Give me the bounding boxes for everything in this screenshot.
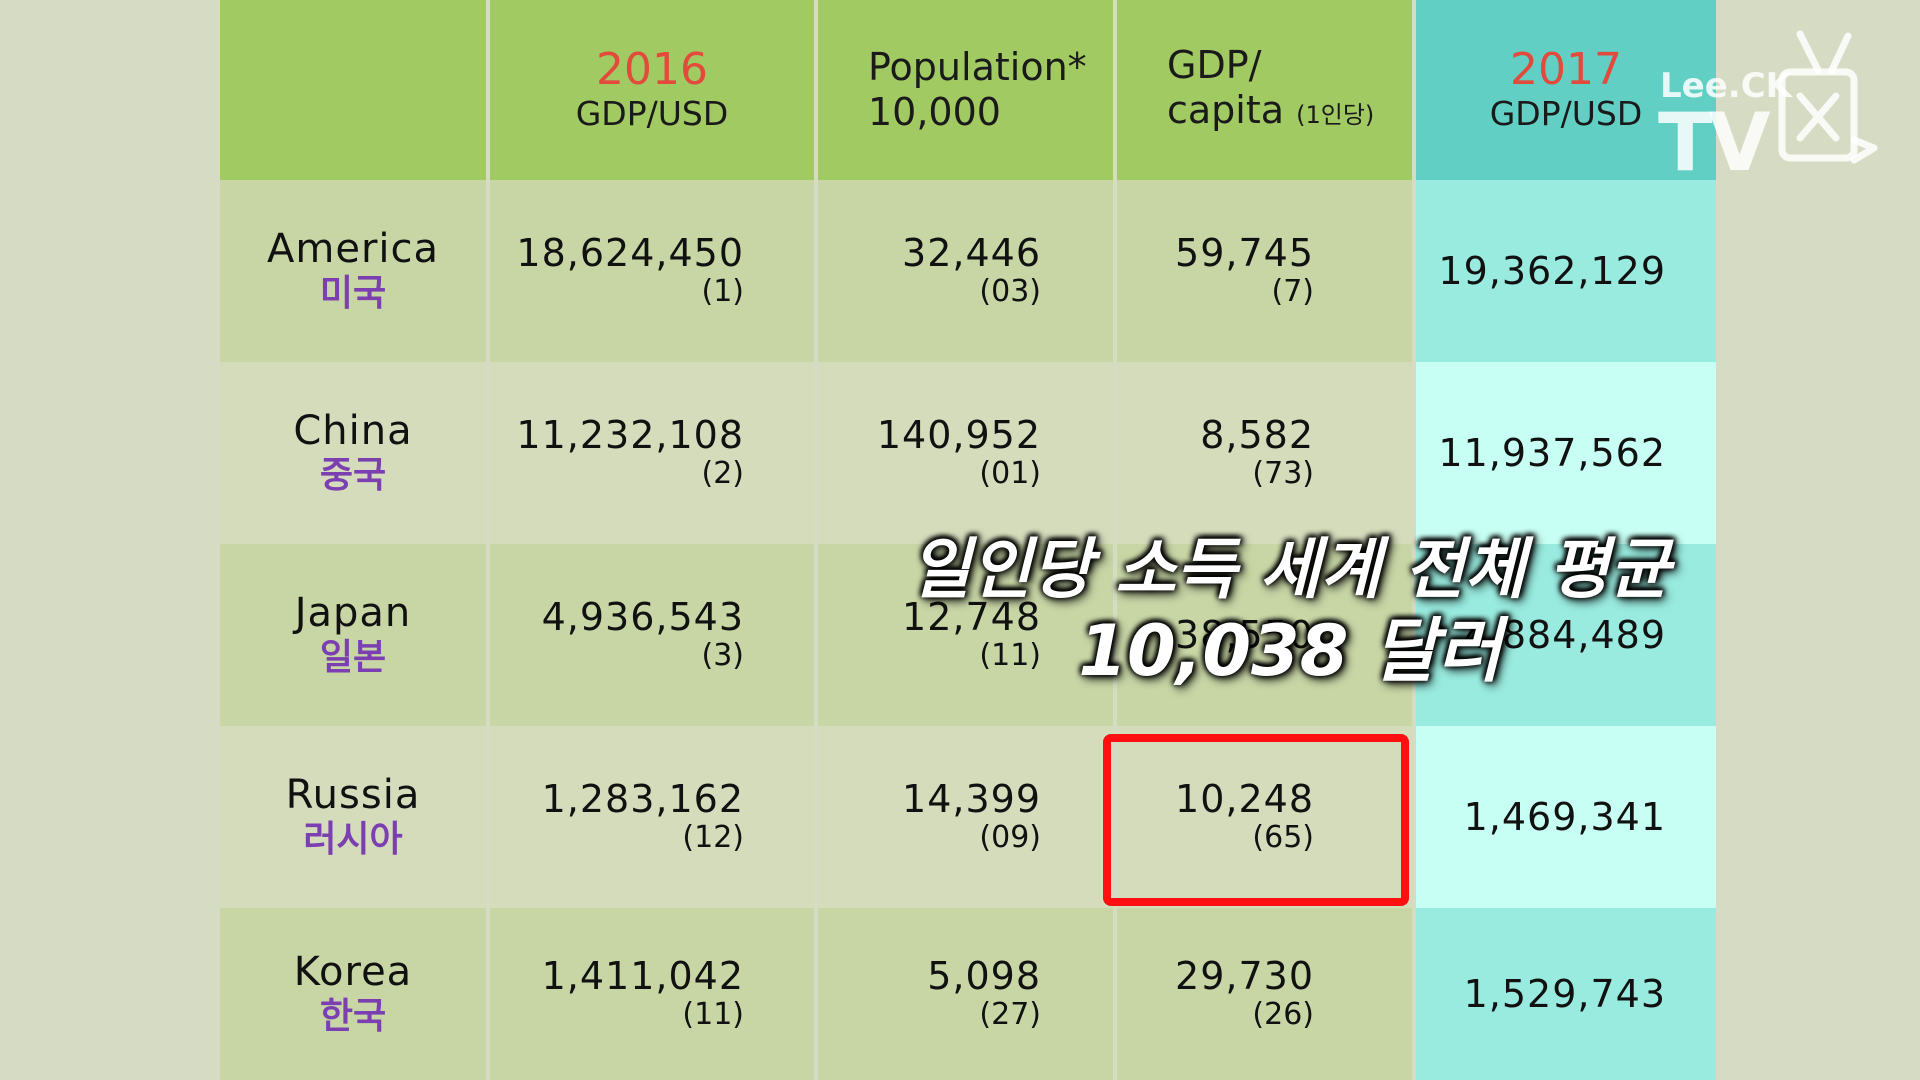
gdp-2016-rank: (3) [701, 638, 745, 673]
gdp-2016-cell: 1,411,042 (11) [490, 908, 814, 1080]
header-gdp-capita: GDP/ capita (1인당) [1117, 0, 1412, 180]
gdp-2017-value: 1,469,341 [1463, 795, 1666, 839]
gdp-capita-cell: 38,550 [1117, 544, 1412, 726]
logo-brand-text: Lee.CK [1660, 66, 1792, 106]
gdp-2016-value: 18,624,450 [516, 231, 744, 275]
gdp-2016-rank: (12) [682, 820, 744, 855]
gdp-2017-value: 11,937,562 [1438, 431, 1666, 475]
caption-line-1: 일인당 소득 세계 전체 평균 [910, 531, 1670, 608]
gdp-capita-cell: 59,745 (7) [1117, 180, 1412, 362]
gdp-capita-cell: 29,730 (26) [1117, 908, 1412, 1080]
gdp-capita-rank: (73) [1252, 456, 1314, 491]
gdp-2016-cell: 4,936,543 (3) [490, 544, 814, 726]
gdp-2017-cell: 1,469,341 [1416, 726, 1716, 908]
gdp-2016-value: 11,232,108 [516, 413, 744, 457]
gdp-capita-cell: 8,582 (73) [1117, 362, 1412, 544]
gdp-2016-rank: (11) [682, 997, 744, 1032]
country-name-ko: 일본 [319, 637, 387, 678]
header-year-2017: 2017 [1510, 44, 1622, 95]
header-population-label: Population* [868, 45, 1087, 89]
population-cell: 5,098 (27) [818, 908, 1113, 1080]
table-row-name: Korea 한국 [220, 908, 486, 1080]
population-rank: (09) [979, 820, 1041, 855]
header-empty [220, 0, 486, 180]
population-cell: 14,399 (09) [818, 726, 1113, 908]
population-value: 140,952 [876, 413, 1041, 457]
table-row-name: China 중국 [220, 362, 486, 544]
header-gdp-capita-line2: capita (1인당) [1117, 88, 1412, 138]
population-value: 14,399 [902, 777, 1041, 821]
header-capita-text: capita [1167, 87, 1285, 132]
population-value: 5,098 [927, 954, 1041, 998]
table-row-name: Russia 러시아 [220, 726, 486, 908]
gdp-2017-cell: 4,884,489 [1416, 544, 1716, 726]
population-cell: 12,748 (11) [818, 544, 1113, 726]
gdp-2017-cell: 1,529,743 [1416, 908, 1716, 1080]
russia-capita-highlight-box [1103, 734, 1409, 906]
population-cell: 140,952 (01) [818, 362, 1113, 544]
gdp-2016-cell: 18,624,450 (1) [490, 180, 814, 362]
population-value: 32,446 [902, 231, 1041, 275]
header-population-unit: 10,000 [868, 90, 1001, 134]
header-gdp-2016-label: GDP/USD [575, 94, 729, 133]
gdp-2016-rank: (1) [701, 274, 745, 309]
table-row-name: America 미국 [220, 180, 486, 362]
header-gdp-2016: 2016 GDP/USD [490, 0, 814, 180]
gdp-2017-cell: 19,362,129 [1416, 180, 1716, 362]
country-name-en: China [293, 408, 413, 454]
gdp-capita-value: 10,248 [1175, 777, 1314, 821]
header-year-2016: 2016 [596, 44, 708, 95]
country-name-ko: 한국 [319, 996, 387, 1037]
gdp-table: 2016 GDP/USD Population* 10,000 GDP/ cap… [220, 0, 1716, 1080]
header-capita-note: (1인당) [1296, 100, 1375, 129]
gdp-capita-rank: (26) [1252, 997, 1314, 1032]
gdp-2016-cell: 1,283,162 (12) [490, 726, 814, 908]
gdp-2017-value: 19,362,129 [1438, 249, 1666, 293]
country-name-en: Japan [294, 590, 412, 636]
population-rank: (03) [979, 274, 1041, 309]
population-rank: (27) [979, 997, 1041, 1032]
tv-logo-icon [1778, 30, 1878, 164]
logo-tv-text: TV [1658, 96, 1771, 189]
gdp-capita-rank: (65) [1252, 820, 1314, 855]
gdp-2017-value: 4,884,489 [1463, 613, 1666, 657]
gdp-2017-value: 1,529,743 [1463, 972, 1666, 1016]
caption-line-2: 10,038 달러 [1078, 610, 1502, 692]
header-population: Population* 10,000 [818, 0, 1113, 180]
header-gdp-capita-line1: GDP/ [1167, 42, 1262, 87]
subtitle-caption: 일인당 소득 세계 전체 평균 10,038 달러 [850, 530, 1730, 692]
country-name-ko: 중국 [319, 455, 387, 496]
gdp-capita-value: 59,745 [1175, 231, 1314, 275]
header-gdp-2017-label: GDP/USD [1489, 94, 1643, 133]
country-name-en: Korea [293, 949, 413, 995]
population-rank: (11) [979, 638, 1041, 673]
channel-logo: Lee.CK TV [1650, 30, 1890, 189]
gdp-2016-cell: 11,232,108 (2) [490, 362, 814, 544]
country-name-en: Russia [285, 772, 421, 818]
gdp-capita-value: 38,550 [1175, 613, 1314, 657]
gdp-capita-rank: (7) [1271, 274, 1315, 309]
gdp-2016-value: 1,411,042 [541, 954, 744, 998]
gdp-2016-rank: (2) [701, 456, 745, 491]
gdp-capita-cell: 10,248 (65) [1117, 726, 1412, 908]
header-gdp-2017: 2017 GDP/USD [1416, 0, 1716, 180]
population-value: 12,748 [902, 595, 1041, 639]
gdp-capita-value: 8,582 [1200, 413, 1314, 457]
country-name-ko: 러시아 [303, 819, 403, 860]
table-row-name: Japan 일본 [220, 544, 486, 726]
gdp-2016-value: 4,936,543 [541, 595, 744, 639]
gdp-2017-cell: 11,937,562 [1416, 362, 1716, 544]
population-rank: (01) [979, 456, 1041, 491]
country-name-en: America [267, 226, 439, 272]
gdp-2016-value: 1,283,162 [541, 777, 744, 821]
population-cell: 32,446 (03) [818, 180, 1113, 362]
gdp-capita-value: 29,730 [1175, 954, 1314, 998]
country-name-ko: 미국 [319, 273, 387, 314]
